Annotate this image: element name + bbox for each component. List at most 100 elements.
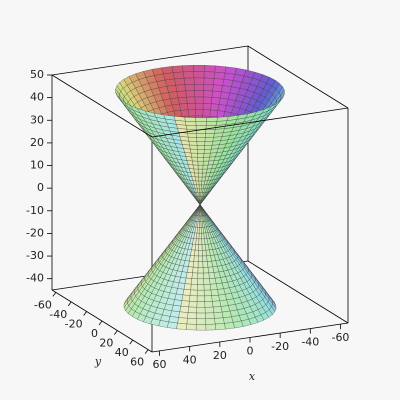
z-tick-label: 30 xyxy=(30,113,44,126)
surface-patch xyxy=(198,184,202,190)
surface-patch xyxy=(201,232,205,240)
surface-patch xyxy=(201,244,206,251)
surface-patch xyxy=(187,103,196,110)
y-axis-label: y xyxy=(94,355,102,368)
surface-patch xyxy=(166,321,178,329)
surface-patch xyxy=(192,266,199,274)
surface-patch xyxy=(203,278,211,285)
box-edge xyxy=(51,45,249,76)
surface-patch xyxy=(198,244,203,251)
surface-patch xyxy=(179,103,189,111)
surface-patch xyxy=(201,172,207,178)
surface-patch xyxy=(195,324,207,331)
surface-patch xyxy=(186,323,197,331)
surface-patch xyxy=(176,322,187,330)
y-tick xyxy=(114,330,118,335)
surface-patch xyxy=(198,172,203,178)
surface-patch xyxy=(196,290,205,297)
surface-patch xyxy=(189,148,198,154)
surface-patch xyxy=(202,255,208,262)
surface-patch xyxy=(202,160,210,166)
surface-patch xyxy=(183,77,195,85)
z-tick-label: 20 xyxy=(30,136,44,149)
surface-patch xyxy=(203,272,210,279)
surface-patch xyxy=(196,318,206,325)
surface-patch xyxy=(177,317,188,325)
x-tick-label: 60 xyxy=(153,358,167,371)
surface-patch xyxy=(194,90,204,98)
surface-patch xyxy=(176,90,187,98)
surface-patch xyxy=(213,311,224,319)
surface-patch xyxy=(196,137,206,142)
y-tick-label: -60 xyxy=(34,298,52,311)
surface-patch xyxy=(201,238,206,245)
surface-patch xyxy=(192,160,199,166)
surface-patch xyxy=(184,117,196,122)
surface-patch xyxy=(210,148,219,154)
y-tick xyxy=(98,320,103,326)
x-axis-label: x xyxy=(249,370,256,383)
surface-patch xyxy=(187,132,197,138)
surface-patch xyxy=(203,289,212,297)
z-tick-label: -20 xyxy=(26,226,44,239)
surface-patch xyxy=(177,282,186,290)
surface-patch xyxy=(205,129,216,134)
surface-patch xyxy=(158,320,169,328)
box-edge xyxy=(247,45,349,109)
surface-patch xyxy=(207,266,215,274)
surface-patch xyxy=(204,65,216,73)
surface-patch xyxy=(196,301,206,308)
surface-patch xyxy=(181,294,191,302)
surface-patch xyxy=(195,109,204,117)
surface-patch xyxy=(183,283,192,291)
surface-patch xyxy=(198,168,203,174)
surface-patch xyxy=(197,149,205,154)
surface-patch xyxy=(216,116,229,122)
surface-patch xyxy=(190,284,198,291)
surface-patch xyxy=(187,306,197,314)
surface-patch xyxy=(204,295,213,302)
surface-patch xyxy=(173,116,186,122)
y-tick xyxy=(129,339,134,345)
surface-patch xyxy=(197,278,204,285)
surface-patch xyxy=(178,311,189,319)
surface-patch xyxy=(186,266,194,273)
surface-patch xyxy=(203,156,210,162)
surface-patch xyxy=(187,136,197,142)
surface-patch xyxy=(194,96,204,104)
x-tick-label: -60 xyxy=(331,331,349,344)
z-tick-label: 40 xyxy=(30,91,44,104)
surface xyxy=(115,65,285,331)
surface-patch xyxy=(202,261,209,268)
surface-patch xyxy=(211,295,220,302)
surface-patch xyxy=(197,164,204,170)
y-tick xyxy=(83,311,87,316)
x-tick-label: 40 xyxy=(183,353,197,366)
surface-patch xyxy=(194,84,204,91)
surface-patch xyxy=(195,117,207,122)
surface-patch xyxy=(186,96,196,104)
surface-patch xyxy=(192,261,199,268)
surface-patch xyxy=(214,65,227,74)
surface-patch xyxy=(198,176,203,182)
surface-patch xyxy=(203,90,213,98)
surface-patch xyxy=(198,233,202,240)
y-tick-label: 0 xyxy=(91,327,98,340)
surface-patch xyxy=(188,301,198,308)
surface-patch xyxy=(215,323,226,330)
surface-patch xyxy=(193,71,205,79)
surface-patch xyxy=(185,125,197,130)
surface-patch xyxy=(212,300,222,308)
surface-patch xyxy=(182,65,194,73)
surface-patch xyxy=(201,176,206,182)
surface-patch xyxy=(205,318,216,325)
surface-patch xyxy=(163,114,176,121)
surface-patch xyxy=(198,238,203,245)
surface-patch xyxy=(204,137,214,142)
z-tick-label: 50 xyxy=(30,68,44,81)
surface-patch xyxy=(191,278,198,285)
surface-patch xyxy=(205,121,218,126)
y-tick xyxy=(67,301,72,307)
surface-patch xyxy=(184,277,192,285)
surface-patch xyxy=(193,77,205,85)
